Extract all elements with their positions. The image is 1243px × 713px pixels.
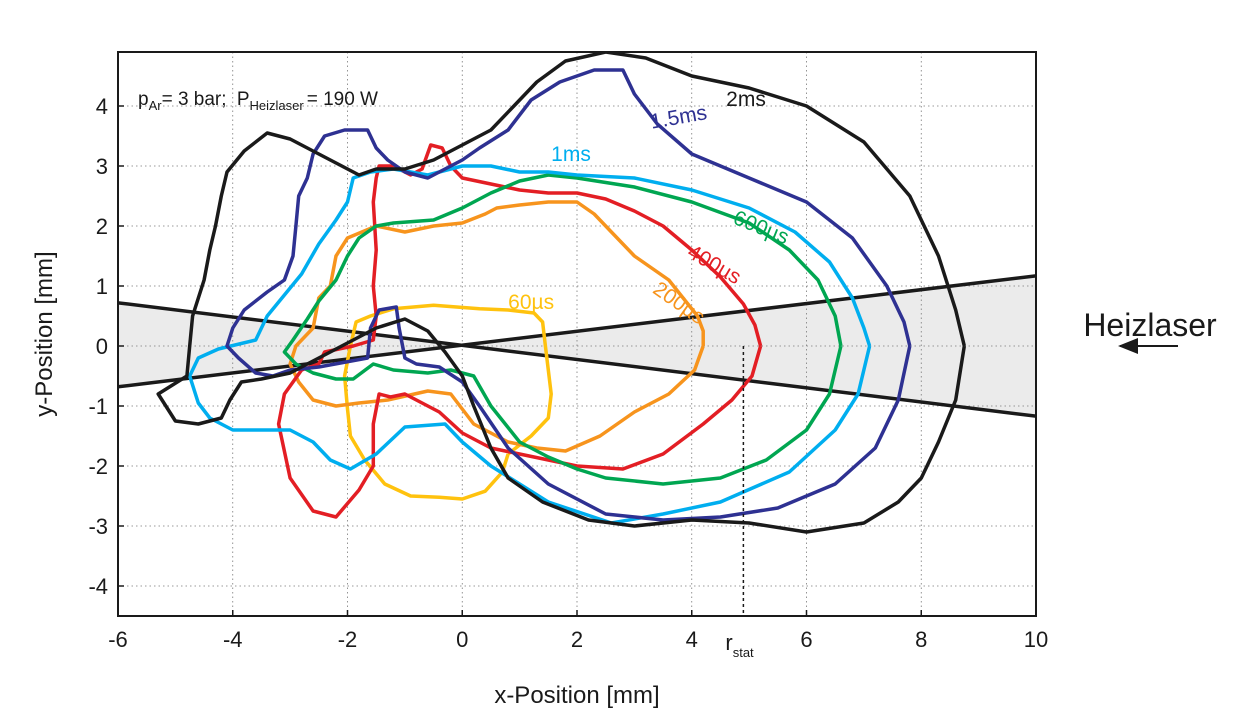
series-contour [156, 52, 967, 534]
y-tick-label: 0 [96, 334, 108, 359]
series-contour [276, 143, 763, 519]
y-tick-label: 2 [96, 214, 108, 239]
y-tick-label: -2 [88, 454, 108, 479]
series-group [156, 52, 967, 534]
series-label: 60µs [508, 291, 554, 314]
x-axis-title: x-Position [mm] [494, 682, 659, 709]
x-tick-label: -6 [108, 627, 128, 652]
x-tick-label: -2 [338, 627, 358, 652]
x-tick-label: -4 [223, 627, 243, 652]
series-contour [225, 68, 912, 522]
laser-beam-line [118, 301, 1036, 418]
laser-beam-line [118, 274, 1036, 389]
heizlaser-side-label: Heizlaser [1083, 307, 1217, 343]
condition-annotation: pAr= 3 bar; PHeizlaser = 190 W [138, 89, 378, 113]
y-tick-label: -4 [88, 574, 108, 599]
series-contour [342, 303, 553, 501]
grid [118, 52, 1036, 616]
x-tick-label: 2 [571, 627, 583, 652]
series-contour [282, 173, 843, 486]
x-tick-label: 0 [456, 627, 468, 652]
series-label: 1ms [551, 143, 591, 166]
series-label: 2ms [726, 88, 766, 111]
y-tick-label: 4 [96, 94, 108, 119]
x-tick-label: 10 [1024, 627, 1048, 652]
x-tick-label: 6 [800, 627, 812, 652]
laser-beam-lines [118, 274, 1036, 418]
y-tick-label: -1 [88, 394, 108, 419]
axis-ticks: -6 -4 -2 0 2 4 6 8 10 -4 -3 -2 -1 0 1 2 3 4 [88, 94, 1048, 652]
y-tick-label: -3 [88, 514, 108, 539]
r-stat-label: rstat [725, 630, 754, 660]
y-tick-label: 3 [96, 154, 108, 179]
y-axis-title: y-Position [mm] [31, 251, 58, 416]
x-tick-label: 4 [686, 627, 698, 652]
y-tick-label: 1 [96, 274, 108, 299]
x-tick-label: 8 [915, 627, 927, 652]
